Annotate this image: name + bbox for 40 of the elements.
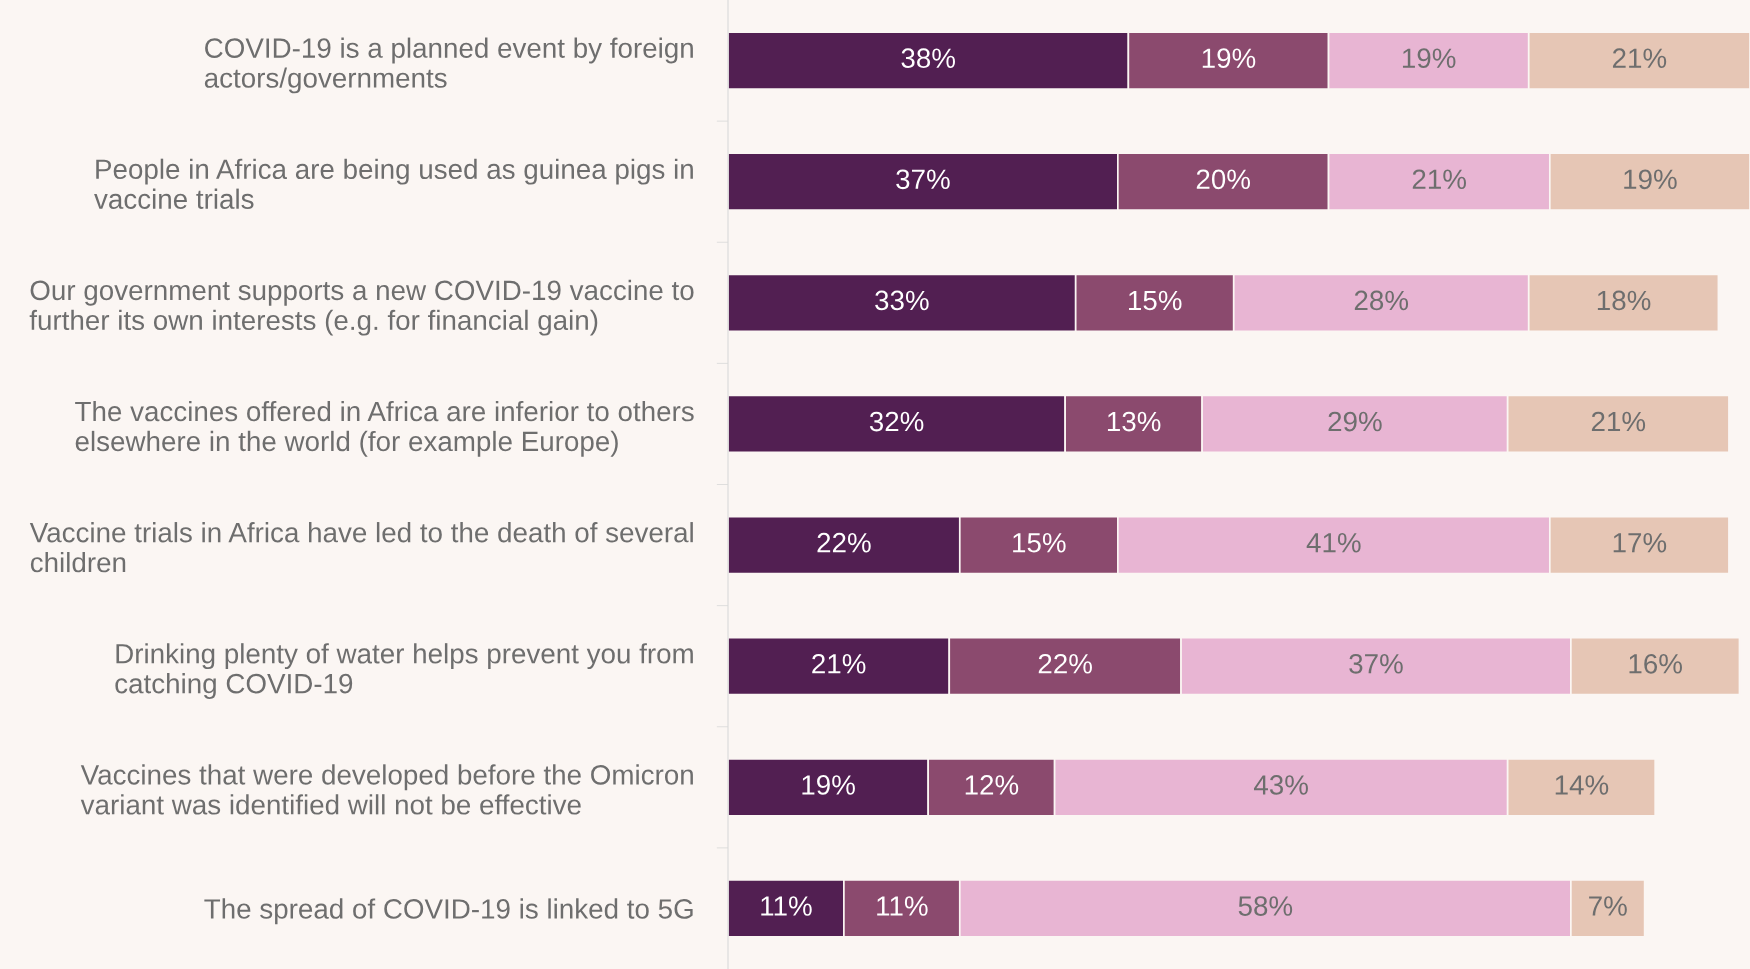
data-label: 20% xyxy=(1196,169,1251,190)
y-tick-label: Drinking plenty of water helps prevent you from catching COVID-19 xyxy=(115,643,693,699)
data-label: 22% xyxy=(1038,653,1092,674)
data-label: 16% xyxy=(1629,653,1682,674)
data-label: 33% xyxy=(875,290,929,311)
data-label: 21% xyxy=(1412,169,1466,190)
data-label: 37% xyxy=(1349,653,1403,674)
data-label: 19% xyxy=(1202,48,1256,69)
data-label: 21% xyxy=(1591,411,1646,432)
data-label: 32% xyxy=(869,411,924,432)
data-label: 15% xyxy=(1129,290,1182,311)
data-label: 28% xyxy=(1354,290,1409,311)
data-label: 21% xyxy=(1612,48,1667,68)
data-label: 38% xyxy=(901,48,955,69)
data-label: 11% xyxy=(761,896,812,916)
data-label: 19% xyxy=(1624,169,1677,190)
y-tick-label: The vaccines offered in Africa are inferior to others elsewhere in the world (for example Europe) xyxy=(75,400,694,457)
data-label: 37% xyxy=(896,169,950,190)
y-tick-label: People in Africa are being used as guinea pigs in vaccine trials xyxy=(94,158,693,209)
data-label: 21% xyxy=(812,653,866,674)
y-tick-label: The spread of COVID-19 is linked to 5G xyxy=(204,898,693,925)
data-label: 15% xyxy=(1013,532,1066,553)
data-label: 43% xyxy=(1253,775,1308,795)
data-label: 22% xyxy=(817,532,871,553)
data-label: 13% xyxy=(1107,411,1161,432)
y-tick-label: Vaccine trials in Africa have led to the death of several children xyxy=(29,522,693,573)
data-label: 14% xyxy=(1555,775,1609,795)
data-label: 17% xyxy=(1613,532,1667,553)
data-label: 19% xyxy=(802,775,855,795)
data-label: 18% xyxy=(1597,290,1651,311)
data-label: 29% xyxy=(1328,411,1382,432)
data-label: 41% xyxy=(1306,532,1361,553)
data-label: 7% xyxy=(1589,896,1627,916)
data-label: 58% xyxy=(1238,896,1293,916)
data-label: 12% xyxy=(965,775,1019,795)
y-tick-label: Our government supports a new COVID-19 vaccine to further its own interests (e.g. for financial gain) xyxy=(29,279,694,336)
data-label: 19% xyxy=(1402,48,1456,69)
data-label: 11% xyxy=(877,896,928,916)
y-tick-label: COVID-19 is a planned event by foreign actors/governments xyxy=(204,37,693,94)
y-tick-label: Vaccines that were developed before the Omicron variant was identified will not be effective xyxy=(80,764,693,815)
